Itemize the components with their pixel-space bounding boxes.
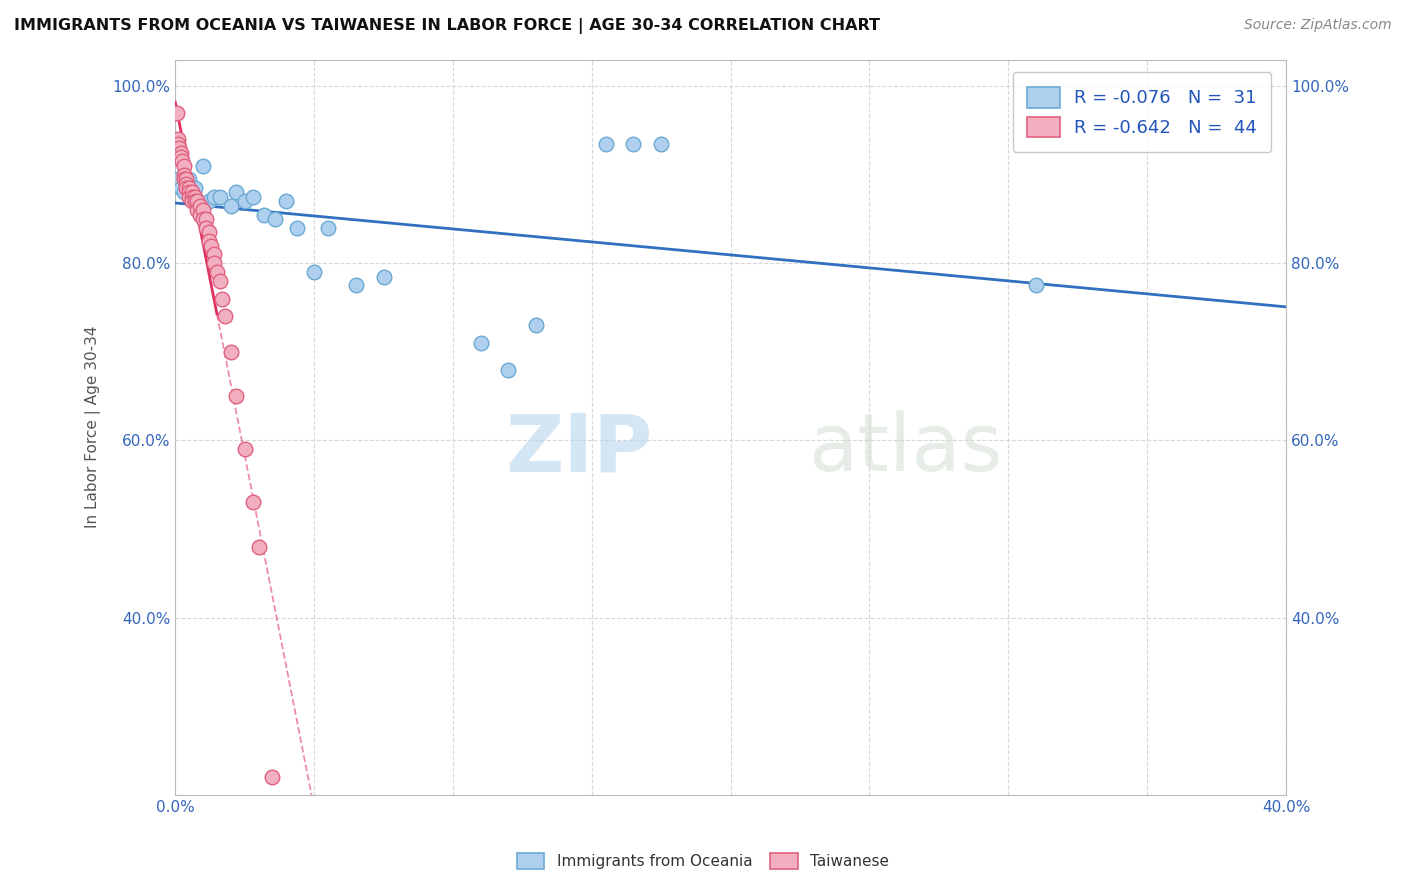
Point xyxy=(344,278,367,293)
Point xyxy=(186,203,208,218)
Point xyxy=(202,256,225,270)
Point xyxy=(225,186,247,200)
Point xyxy=(179,186,201,200)
Text: IMMIGRANTS FROM OCEANIA VS TAIWANESE IN LABOR FORCE | AGE 30-34 CORRELATION CHAR: IMMIGRANTS FROM OCEANIA VS TAIWANESE IN … xyxy=(14,18,880,34)
Point xyxy=(202,247,225,261)
Point xyxy=(219,199,242,213)
Point xyxy=(524,318,547,333)
Point xyxy=(264,212,287,227)
Point xyxy=(181,194,204,209)
Point xyxy=(170,150,193,164)
Point xyxy=(173,168,195,182)
Point xyxy=(253,208,276,222)
Point xyxy=(169,141,191,155)
Point xyxy=(302,265,325,279)
Point xyxy=(623,136,645,151)
Point xyxy=(181,186,204,200)
Point xyxy=(650,136,672,151)
Point xyxy=(179,172,201,186)
Point xyxy=(170,145,193,160)
Point xyxy=(173,159,195,173)
Point xyxy=(173,186,195,200)
Point xyxy=(373,269,395,284)
Point xyxy=(197,234,219,248)
Point xyxy=(205,265,228,279)
Point xyxy=(194,212,217,227)
Legend: Immigrants from Oceania, Taiwanese: Immigrants from Oceania, Taiwanese xyxy=(510,847,896,875)
Point xyxy=(214,310,236,324)
Point xyxy=(181,190,204,204)
Point xyxy=(200,238,222,252)
Point xyxy=(194,220,217,235)
Point xyxy=(191,159,214,173)
Point xyxy=(1025,278,1047,293)
Point xyxy=(233,442,256,457)
Point xyxy=(186,194,208,209)
Point xyxy=(197,194,219,209)
Point xyxy=(179,181,201,195)
Point xyxy=(225,389,247,403)
Point xyxy=(167,132,190,146)
Point xyxy=(167,172,190,186)
Point xyxy=(276,194,298,209)
Point xyxy=(219,344,242,359)
Legend: R = -0.076   N =  31, R = -0.642   N =  44: R = -0.076 N = 31, R = -0.642 N = 44 xyxy=(1012,72,1271,152)
Point xyxy=(172,154,194,169)
Point xyxy=(242,495,264,509)
Point xyxy=(211,292,233,306)
Point xyxy=(188,208,211,222)
Point xyxy=(188,199,211,213)
Text: ZIP: ZIP xyxy=(506,410,652,488)
Point xyxy=(208,190,231,204)
Point xyxy=(167,136,190,151)
Point xyxy=(176,177,198,191)
Text: Source: ZipAtlas.com: Source: ZipAtlas.com xyxy=(1244,18,1392,32)
Point xyxy=(470,336,492,351)
Point xyxy=(191,212,214,227)
Point xyxy=(183,190,205,204)
Y-axis label: In Labor Force | Age 30-34: In Labor Force | Age 30-34 xyxy=(86,326,101,528)
Point xyxy=(247,540,270,554)
Point xyxy=(287,220,309,235)
Point xyxy=(191,203,214,218)
Point xyxy=(498,362,520,376)
Point xyxy=(183,181,205,195)
Point xyxy=(197,225,219,239)
Point xyxy=(179,190,201,204)
Text: atlas: atlas xyxy=(808,410,1002,488)
Point xyxy=(202,190,225,204)
Point xyxy=(242,190,264,204)
Point xyxy=(176,181,198,195)
Point xyxy=(176,177,198,191)
Point xyxy=(233,194,256,209)
Point xyxy=(173,172,195,186)
Point xyxy=(316,220,339,235)
Point xyxy=(166,105,188,120)
Point xyxy=(262,770,284,784)
Point xyxy=(186,194,208,209)
Point xyxy=(170,181,193,195)
Point xyxy=(176,172,198,186)
Point xyxy=(181,190,204,204)
Point xyxy=(208,274,231,288)
Point xyxy=(595,136,617,151)
Point xyxy=(183,194,205,209)
